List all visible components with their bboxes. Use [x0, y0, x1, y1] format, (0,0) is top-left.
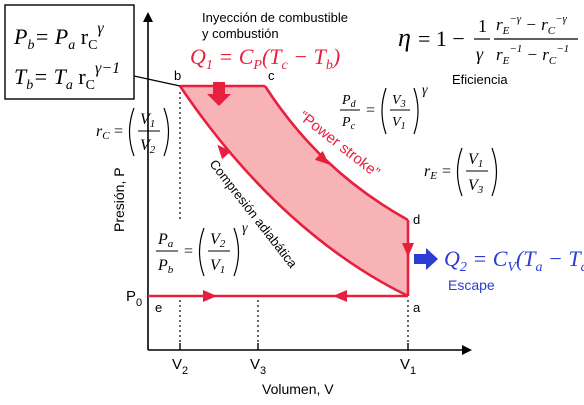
heat-in-arrow [207, 82, 231, 106]
v3-label: V3 [250, 356, 266, 377]
formula-tb: Tb= Ta rCγ−1 [14, 60, 120, 93]
q2-equation: Q2 = CV(Ta − Td) [444, 246, 584, 275]
rc-num: V1 [140, 111, 155, 130]
eta-equals: = 1 − [418, 26, 465, 51]
injection-label-1: Inyección de combustible [202, 10, 348, 25]
papb-paren-right [233, 227, 240, 277]
formula-pb: Pb= Pa rCγ [13, 20, 104, 53]
rc-paren-left [128, 107, 135, 157]
papb-den: Pb [157, 257, 174, 276]
point-b: b [174, 68, 181, 83]
efficiency-label: Eficiencia [452, 72, 508, 87]
rc-eq: = [114, 123, 123, 140]
papb-exp: γ [242, 221, 248, 236]
papb-paren-left [198, 227, 205, 277]
rc-lhs: rC [96, 123, 110, 142]
pdpc-rnum: V3 [392, 93, 406, 110]
eta-one: 1 [478, 16, 487, 36]
q1-equation: Q1 = CP(Tc − Tb) [190, 44, 340, 73]
point-c: c [268, 68, 275, 83]
heat-out-arrow [414, 248, 438, 270]
box-pointer [133, 75, 181, 87]
line-compression [178, 85, 409, 298]
rc-paren-right [163, 107, 170, 157]
escape-label: Escape [448, 277, 495, 293]
pdpc-den: Pc [341, 115, 356, 132]
pdpc-paren-right [413, 87, 419, 135]
papb-num: Pa [157, 231, 174, 250]
cycle-area [180, 86, 408, 296]
re-num: V1 [468, 151, 483, 170]
pdpc-exp: γ [422, 83, 428, 98]
re-eq: = [442, 163, 451, 180]
injection-label-2: y combustión [202, 26, 279, 41]
papb-rnum: V2 [210, 231, 226, 250]
p0-label: P0 [126, 288, 142, 309]
v1-label: V1 [400, 356, 416, 377]
eta-gamma: γ [476, 44, 484, 64]
point-e: e [155, 300, 162, 315]
re-paren-right [491, 147, 498, 197]
pdpc-paren-left [381, 87, 387, 135]
papb-eq: = [184, 243, 193, 260]
eta-denominator: rE−1 − rC−1 [496, 43, 569, 67]
re-lhs: rE [424, 163, 437, 182]
point-a: a [413, 300, 421, 315]
y-axis-label: Presión, P [111, 167, 127, 232]
point-d: d [413, 212, 420, 227]
eta-numerator: rE−γ − rC−γ [496, 13, 567, 37]
eta-symbol: η [398, 23, 411, 52]
formula-box [4, 4, 135, 100]
rc-den: V2 [140, 137, 156, 156]
pdpc-rden: V1 [392, 115, 406, 132]
papb-rden: V1 [210, 257, 225, 276]
v2-label: V2 [172, 356, 188, 377]
pdpc-eq: = [366, 102, 375, 119]
re-paren-left [456, 147, 463, 197]
x-axis-label: Volumen, V [262, 381, 334, 397]
re-den: V3 [468, 177, 484, 196]
pdpc-num: Pd [341, 93, 357, 110]
